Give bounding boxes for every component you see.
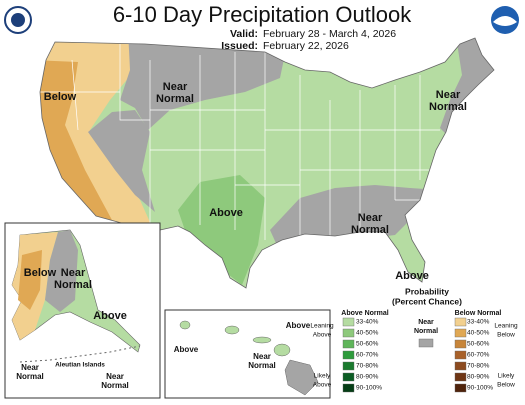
region-near-basin xyxy=(88,110,155,212)
legend-swatch xyxy=(454,328,467,338)
island-molokai xyxy=(252,336,272,344)
legend-swatch xyxy=(454,383,467,393)
island-hawaii xyxy=(284,359,319,396)
region-label: Near xyxy=(358,212,383,224)
legend-heading: Near xyxy=(418,319,434,326)
island-maui xyxy=(273,343,291,357)
region-label: Near xyxy=(106,372,124,381)
region-label: Below xyxy=(44,91,77,103)
region-label: Normal xyxy=(429,101,467,113)
legend-entry: 70-80% xyxy=(356,363,379,370)
valid-label: Valid: xyxy=(230,28,258,40)
legend-swatch xyxy=(342,328,355,338)
legend-entry: 50-60% xyxy=(467,341,490,348)
legend-side: Likely xyxy=(314,373,331,380)
legend-entry: 60-70% xyxy=(467,352,490,359)
region-label: Near xyxy=(21,363,39,372)
legend-entry: 50-60% xyxy=(356,341,379,348)
legend-swatch xyxy=(342,372,355,382)
legend-title: Probability xyxy=(405,286,449,296)
valid-dates: February 28 - March 4, 2026 xyxy=(263,28,396,40)
legend-entry: 90-100% xyxy=(356,385,382,392)
legend-heading: Above Normal xyxy=(341,310,389,317)
legend-entry: 33-40% xyxy=(356,319,379,326)
legend-side: Likely xyxy=(498,373,515,380)
region-label: Near xyxy=(253,352,271,361)
legend-side: Above xyxy=(313,382,332,389)
legend-side: Above xyxy=(313,332,332,339)
legend: Probability(Percent Chance)Above Normal B… xyxy=(310,286,518,393)
region-label: Below xyxy=(24,267,57,279)
island-oahu xyxy=(224,325,240,335)
region-label: Near xyxy=(163,81,188,93)
region-label: Above xyxy=(286,321,311,330)
aleutian-label: Aleutian Islands xyxy=(55,362,105,369)
region-label: Normal xyxy=(351,224,389,236)
region-label: Normal xyxy=(248,361,276,370)
state-lines xyxy=(40,44,440,240)
legend-swatch xyxy=(342,317,355,327)
region-label: Normal xyxy=(101,381,129,390)
legend-swatch xyxy=(342,350,355,360)
region-label: Normal xyxy=(156,93,194,105)
alaska-near xyxy=(45,230,78,312)
legend-swatch xyxy=(454,339,467,349)
aleutian-chain xyxy=(19,345,141,363)
legend-heading: Below Normal xyxy=(455,310,502,317)
legend-swatch xyxy=(342,361,355,371)
region-label: Near xyxy=(436,89,461,101)
legend-swatch xyxy=(418,338,434,348)
legend-side: Below xyxy=(497,382,515,389)
legend-side: Leaning xyxy=(310,323,334,330)
doc-logo-inner xyxy=(11,13,25,27)
legend-entry: 60-70% xyxy=(356,352,379,359)
island-kauai xyxy=(179,320,191,330)
legend-swatch xyxy=(454,372,467,382)
legend-swatch xyxy=(342,383,355,393)
legend-entry: 40-50% xyxy=(356,330,379,337)
region-near-plains xyxy=(120,38,290,130)
region-label: Above xyxy=(395,270,429,282)
legend-heading: Normal xyxy=(414,328,438,335)
legend-title: (Percent Chance) xyxy=(392,296,462,306)
issued-date: February 22, 2026 xyxy=(263,40,349,52)
legend-entry: 40-50% xyxy=(467,330,490,337)
region-label: Above xyxy=(209,207,243,219)
legend-swatch xyxy=(454,350,467,360)
region-label: Above xyxy=(174,345,199,354)
alaska-below-40 xyxy=(18,250,42,310)
legend-entry: 70-80% xyxy=(467,363,490,370)
region-label: Normal xyxy=(54,279,92,291)
legend-swatch xyxy=(454,317,467,327)
legend-entry: 90-100% xyxy=(467,385,493,392)
legend-swatch xyxy=(454,361,467,371)
legend-entry: 80-90% xyxy=(356,374,379,381)
title: 6-10 Day Precipitation Outlook xyxy=(113,2,412,27)
noaa-logo-bird xyxy=(493,16,517,26)
legend-swatch xyxy=(342,339,355,349)
issued-label: Issued: xyxy=(221,40,258,52)
legend-side: Leaning xyxy=(494,323,518,330)
region-label: Normal xyxy=(16,372,44,381)
region-label: Above xyxy=(93,310,127,322)
legend-side: Below xyxy=(497,332,515,339)
legend-entry: 33-40% xyxy=(467,319,490,326)
region-label: Near xyxy=(61,267,86,279)
legend-entry: 80-90% xyxy=(467,374,490,381)
